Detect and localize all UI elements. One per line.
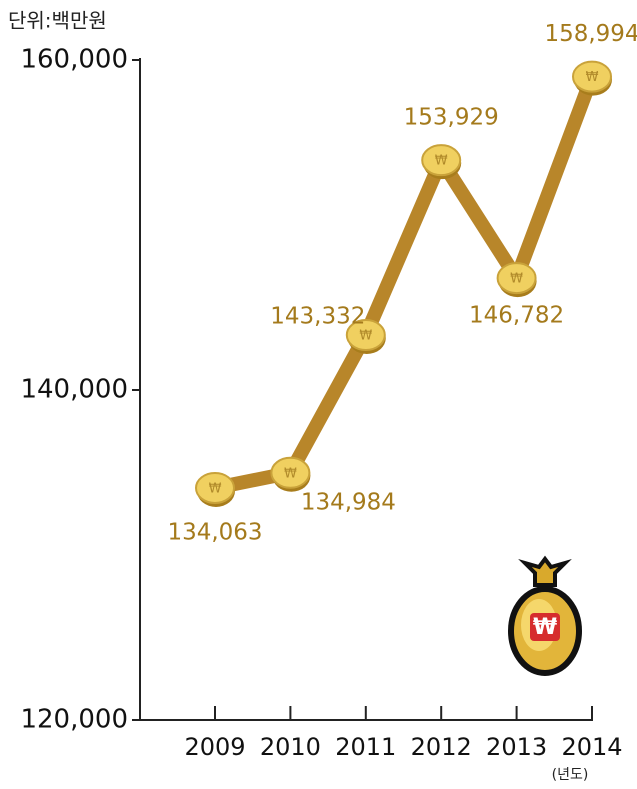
svg-text:₩: ₩ (533, 615, 557, 640)
x-tick-label: 2011 (335, 733, 396, 761)
coin-symbol: ₩ (359, 329, 372, 344)
coin (572, 60, 612, 93)
x-tick-label: 2009 (184, 733, 245, 761)
y-tick-label: 120,000 (20, 705, 128, 735)
data-label: 153,929 (404, 105, 499, 131)
coin-symbol: ₩ (586, 70, 599, 85)
coin-symbol: ₩ (284, 466, 297, 481)
x-unit: (년도) (552, 767, 589, 783)
y-tick-label: 160,000 (20, 45, 128, 75)
money-bag-icon: ₩ (508, 555, 582, 676)
coin (421, 144, 462, 177)
coin-symbol: ₩ (435, 154, 448, 169)
coin-symbol: ₩ (209, 481, 222, 496)
coin (270, 456, 311, 489)
data-label: 143,332 (270, 304, 365, 330)
coin-symbol: ₩ (510, 272, 523, 287)
x-tick-label: 2013 (486, 733, 547, 761)
x-tick-label: 2014 (561, 733, 622, 761)
coin (195, 471, 235, 504)
y-unit: 단위:백만원 (8, 9, 107, 33)
data-label: 158,994 (544, 21, 637, 47)
data-label: 134,063 (167, 519, 262, 545)
data-label: 146,782 (469, 303, 564, 329)
coin (496, 262, 537, 295)
y-tick-label: 140,000 (20, 375, 128, 405)
data-label: 134,984 (301, 489, 396, 515)
coin (345, 319, 386, 352)
x-tick-label: 2010 (260, 733, 321, 761)
x-tick-label: 2012 (411, 733, 472, 761)
